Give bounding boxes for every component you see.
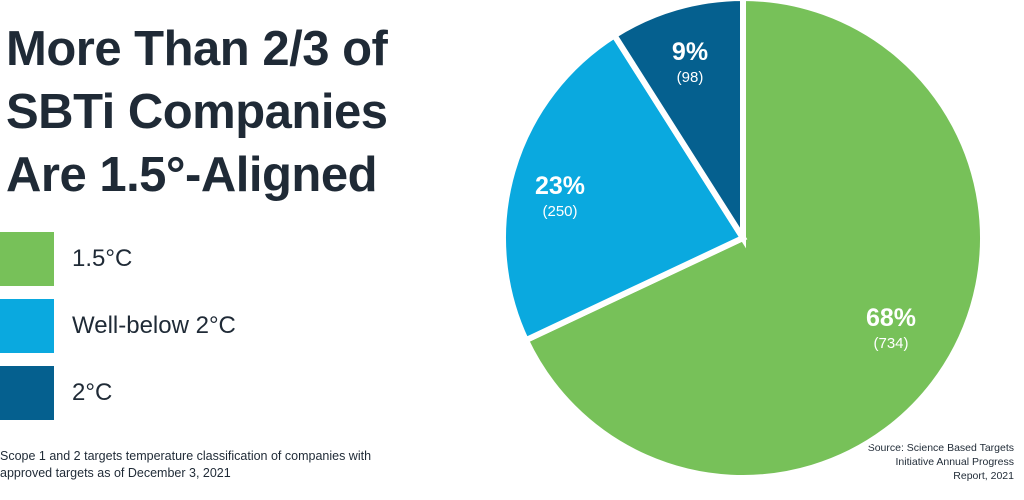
pie-slice-2c [610, 0, 746, 249]
pie-chart: 68% (734) 23% (250) 9% (98) [500, 0, 986, 481]
title-line-3: Are 1.5°-Aligned [6, 148, 378, 202]
title-line-1: More Than 2/3 of [6, 22, 388, 76]
pie-slice-1-5c [521, 0, 986, 481]
slice-count-label-2c: (98) [677, 69, 704, 86]
legend-item-2c: 2°C [0, 366, 360, 420]
slice-count-label-1-5c: (734) [873, 335, 908, 352]
slice-count-label-well-below-2c: (250) [542, 203, 577, 220]
page-title: More Than 2/3 of SBTi Companies Are 1.5°… [6, 18, 476, 207]
source-note: Source: Science Based Targets Initiative… [867, 442, 1014, 482]
legend-item-well-below-2c: Well-below 2°C [0, 299, 360, 353]
legend-item-1-5c: 1.5°C [0, 232, 360, 286]
legend-swatch-2c [0, 366, 54, 420]
slice-percent-label-well-below-2c: 23% [535, 172, 585, 200]
chart-footnote: Scope 1 and 2 targets temperature classi… [0, 449, 372, 480]
pie-slice-well-below-2c [500, 31, 748, 345]
slice-percent-label-1-5c: 68% [866, 304, 916, 332]
legend-label-well-below-2c: Well-below 2°C [72, 312, 236, 339]
slice-percent-label-2c: 9% [672, 38, 708, 66]
chart-legend: 1.5°C Well-below 2°C 2°C [0, 232, 360, 433]
legend-swatch-1-5c [0, 232, 54, 286]
legend-label-2c: 2°C [72, 379, 113, 406]
legend-swatch-well-below-2c [0, 299, 54, 353]
legend-label-1-5c: 1.5°C [72, 245, 133, 272]
title-line-2: SBTi Companies [6, 85, 388, 139]
